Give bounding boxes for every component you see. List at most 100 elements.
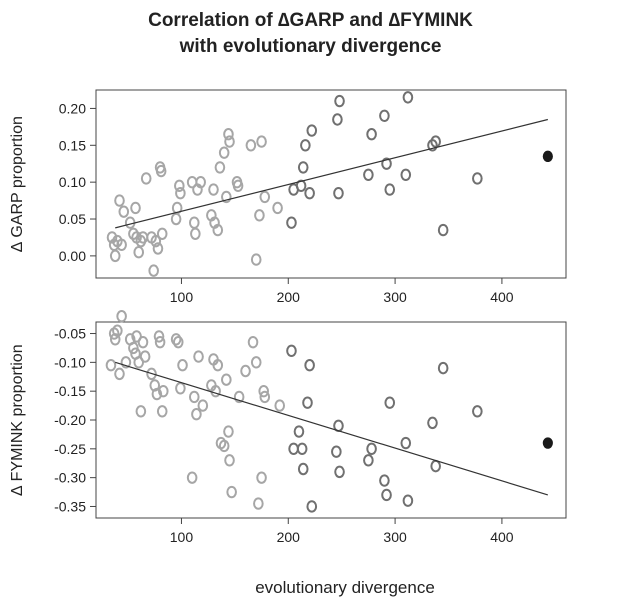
data-point xyxy=(137,335,149,349)
data-point xyxy=(130,201,141,215)
data-point xyxy=(472,405,483,418)
data-point xyxy=(402,494,414,507)
data-point xyxy=(366,442,377,456)
data-point xyxy=(133,356,145,369)
data-point xyxy=(146,367,157,381)
data-point xyxy=(334,465,345,479)
trend-line xyxy=(115,118,548,229)
data-point xyxy=(221,373,232,386)
y-tick-label: -0.20 xyxy=(54,412,86,428)
data-point xyxy=(258,384,270,398)
highlight-point xyxy=(542,150,553,163)
data-point xyxy=(381,488,392,502)
data-point xyxy=(402,91,414,104)
data-point xyxy=(128,341,139,355)
data-point xyxy=(304,359,315,372)
data-point xyxy=(363,168,374,181)
data-point xyxy=(245,139,257,152)
data-point xyxy=(221,190,232,204)
data-point xyxy=(149,379,161,392)
y-tick-label: 0.20 xyxy=(59,100,86,116)
x-axis-label: evolutionary divergence xyxy=(255,578,435,597)
y-tick-label: -0.10 xyxy=(54,354,86,370)
data-point xyxy=(171,201,183,215)
data-point xyxy=(400,168,412,181)
data-point xyxy=(120,356,132,369)
data-point xyxy=(288,442,299,456)
data-point xyxy=(300,139,311,152)
x-tick-label: 400 xyxy=(490,289,514,305)
highlight-point xyxy=(542,437,553,449)
data-point xyxy=(297,462,309,476)
data-point xyxy=(333,187,344,200)
data-point xyxy=(286,216,297,229)
data-point xyxy=(212,359,224,372)
data-point xyxy=(131,330,142,343)
x-tick-label: 400 xyxy=(490,529,514,545)
data-point xyxy=(427,416,438,430)
data-point xyxy=(170,212,182,226)
data-point xyxy=(156,227,168,240)
y-tick-label: -0.15 xyxy=(54,383,86,399)
title-line-2: with evolutionary divergence xyxy=(179,36,442,57)
data-point xyxy=(400,436,412,450)
data-point xyxy=(157,384,169,398)
data-point xyxy=(116,238,127,252)
data-point xyxy=(334,94,345,108)
data-point xyxy=(430,135,441,148)
trend-line xyxy=(115,361,549,496)
data-point xyxy=(190,227,201,240)
data-point xyxy=(226,485,237,499)
y-tick-label: 0.00 xyxy=(59,248,86,264)
x-tick-label: 100 xyxy=(170,289,194,305)
data-point xyxy=(366,128,377,141)
title-line-1: Correlation of ∆GARP and ∆FYMINK xyxy=(148,10,473,31)
data-point xyxy=(379,109,390,123)
data-point xyxy=(332,113,343,126)
data-point xyxy=(191,408,202,421)
chart-title: Correlation of ∆GARP and ∆FYMINK with ev… xyxy=(0,8,621,60)
x-tick-label: 100 xyxy=(170,529,194,545)
data-point xyxy=(379,474,390,487)
y-tick-label: -0.05 xyxy=(54,326,86,342)
data-point xyxy=(247,335,259,349)
plot-frame-1 xyxy=(95,89,567,279)
data-point xyxy=(124,216,136,229)
data-point xyxy=(172,335,184,349)
x-tick-label: 200 xyxy=(277,529,301,545)
data-point xyxy=(114,194,125,207)
data-point xyxy=(150,234,162,248)
data-point xyxy=(293,425,305,438)
data-point xyxy=(114,367,125,381)
y-axis-label: ∆ FYMINK proportion xyxy=(9,344,26,495)
data-point xyxy=(381,157,392,170)
data-point xyxy=(250,253,262,266)
data-point xyxy=(208,183,219,196)
y-tick-label: -0.35 xyxy=(54,498,86,514)
y-tick-label: 0.05 xyxy=(59,211,86,227)
data-point xyxy=(156,405,168,418)
x-tick-label: 300 xyxy=(383,529,407,545)
data-point xyxy=(256,135,267,148)
data-point xyxy=(193,350,204,363)
data-point xyxy=(152,242,164,255)
data-point xyxy=(254,209,265,222)
data-point xyxy=(302,396,313,409)
data-point xyxy=(175,382,186,395)
data-point xyxy=(384,183,396,196)
data-point xyxy=(195,175,206,189)
data-point xyxy=(306,500,318,513)
data-point xyxy=(155,164,167,178)
data-point xyxy=(272,201,283,215)
x-tick-label: 300 xyxy=(383,289,407,305)
data-point xyxy=(250,356,262,369)
data-point xyxy=(151,387,163,401)
data-point xyxy=(109,333,121,346)
data-point xyxy=(105,359,117,372)
data-point xyxy=(214,161,226,174)
data-point xyxy=(437,361,449,375)
data-point xyxy=(186,471,198,484)
data-point xyxy=(140,172,152,185)
data-point xyxy=(106,231,118,244)
